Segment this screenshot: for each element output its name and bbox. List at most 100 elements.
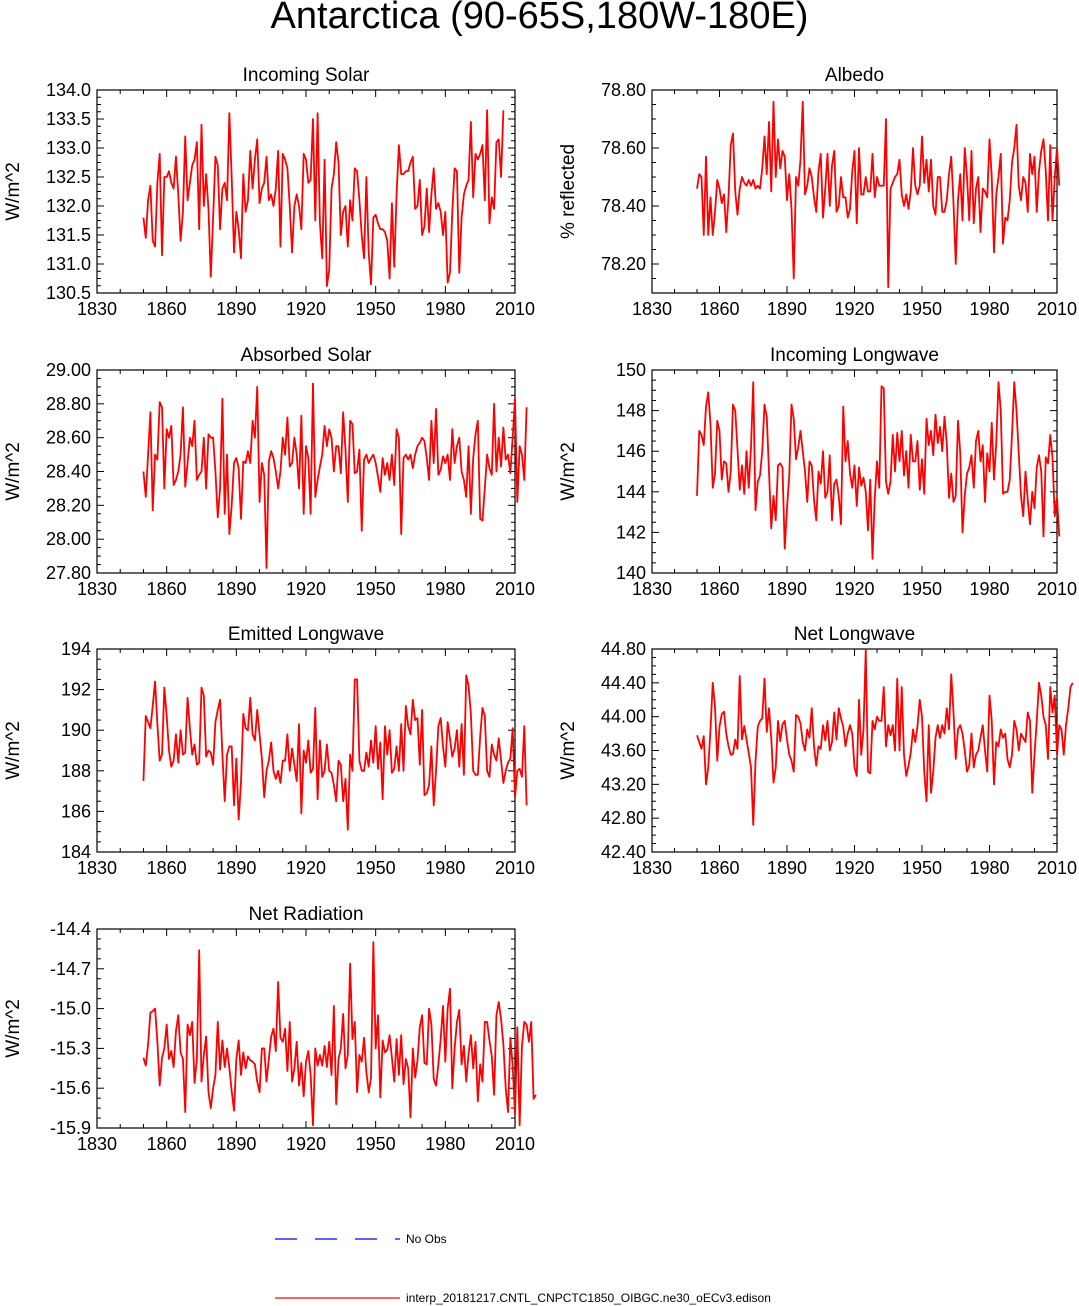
x-tick-label: 1980	[969, 858, 1009, 878]
y-tick-label: 132.0	[46, 196, 91, 216]
x-tick-label: 1980	[969, 579, 1009, 599]
panel-4: Incoming Longwave W/m^2 1830 1860 1890 1920 19…	[558, 345, 1077, 599]
panel-2: Albedo % reflected 1830 1860 1890 1920 1950 198…	[558, 65, 1077, 319]
x-tick-label: 1830	[632, 299, 672, 319]
legend: No Obs interp_20181217.CNTL_CNPCTC1850_O…	[275, 1232, 771, 1305]
x-tick-label: 2010	[495, 1134, 535, 1154]
series-line-model	[142, 674, 528, 831]
y-tick-label: 133.5	[46, 109, 91, 129]
x-tick-label: 1890	[216, 858, 256, 878]
y-tick-label: 184	[61, 842, 91, 862]
y-tick-label: 28.40	[46, 462, 91, 482]
y-tick-label: 28.60	[46, 428, 91, 448]
x-tick-label: 1950	[356, 1134, 396, 1154]
x-tick-label: 1980	[425, 579, 465, 599]
x-tick-label: 1920	[834, 299, 874, 319]
x-tick-label: 1860	[147, 299, 187, 319]
panel-title: Net Longwave	[794, 624, 915, 645]
series-line-model	[142, 382, 528, 569]
x-tick-label: 1860	[699, 579, 739, 599]
series-line-model	[696, 648, 1074, 826]
page-title: Antarctica (90-65S,180W-180E)	[270, 0, 809, 37]
series-line-model	[696, 381, 1061, 560]
y-tick-label: 44.00	[601, 707, 646, 727]
y-tick-label: 186	[61, 801, 91, 821]
y-tick-label: 42.40	[601, 842, 646, 862]
y-tick-label: 132.5	[46, 167, 91, 187]
x-tick-label: 1860	[147, 579, 187, 599]
x-tick-label: 1950	[356, 858, 396, 878]
x-tick-label: 1890	[767, 579, 807, 599]
x-tick-label: 1860	[699, 858, 739, 878]
y-tick-label: 190	[61, 720, 91, 740]
x-tick-label: 1860	[147, 1134, 187, 1154]
y-tick-label: 28.80	[46, 394, 91, 414]
series-line-model	[142, 109, 505, 287]
plot-frame	[96, 928, 516, 1129]
x-tick-label: 1920	[834, 858, 874, 878]
legend-model-label: interp_20181217.CNTL_CNPCTC1850_OIBGC.ne…	[406, 1291, 771, 1305]
y-tick-label: 134.0	[46, 80, 91, 100]
y-axis-label: W/m^2	[3, 162, 24, 221]
y-tick-label: 78.60	[601, 138, 646, 158]
y-axis-label: W/m^2	[3, 721, 24, 780]
panel-title: Absorbed Solar	[241, 345, 373, 366]
x-tick-label: 1950	[902, 579, 942, 599]
y-tick-label: 44.40	[601, 673, 646, 693]
panel-7: Net Radiation W/m^2 1830 1860 1890 1920 1950 19…	[3, 904, 537, 1154]
x-tick-label: 1860	[147, 858, 187, 878]
x-tick-label: 1830	[77, 1134, 117, 1154]
x-tick-label: 1830	[77, 299, 117, 319]
x-tick-label: 1920	[286, 858, 326, 878]
x-tick-label: 1980	[425, 299, 465, 319]
y-tick-label: 28.00	[46, 529, 91, 549]
y-tick-label: 192	[61, 680, 91, 700]
x-tick-label: 1950	[356, 579, 396, 599]
x-tick-label: 1830	[632, 858, 672, 878]
y-tick-label: 42.80	[601, 808, 646, 828]
y-tick-label: 78.80	[601, 80, 646, 100]
panel-title: Incoming Longwave	[770, 345, 939, 366]
x-tick-label: 2010	[495, 579, 535, 599]
x-tick-label: 1980	[425, 858, 465, 878]
y-tick-label: 43.20	[601, 774, 646, 794]
x-tick-label: 1950	[902, 299, 942, 319]
x-tick-label: 1830	[632, 579, 672, 599]
panel-title: Net Radiation	[248, 904, 363, 925]
panel-title: Incoming Solar	[243, 65, 370, 86]
x-tick-label: 1950	[356, 299, 396, 319]
series-line-model	[696, 100, 1061, 289]
x-tick-label: 1920	[834, 579, 874, 599]
y-tick-label: -15.6	[50, 1078, 91, 1098]
x-tick-label: 2010	[1037, 299, 1077, 319]
y-tick-label: 78.40	[601, 196, 646, 216]
y-tick-label: 140	[616, 563, 646, 583]
x-tick-label: 1920	[286, 1134, 326, 1154]
y-tick-label: 150	[616, 360, 646, 380]
y-tick-label: 148	[616, 401, 646, 421]
x-tick-label: 1950	[902, 858, 942, 878]
y-tick-label: -14.7	[50, 959, 91, 979]
y-tick-label: 144	[616, 482, 646, 502]
x-tick-label: 1890	[767, 858, 807, 878]
x-tick-label: 1890	[767, 299, 807, 319]
panel-5: Emitted Longwave W/m^2 1830 1860 1890 1920 195…	[3, 624, 535, 878]
x-tick-label: 2010	[1037, 579, 1077, 599]
y-tick-label: -14.4	[50, 919, 91, 939]
y-tick-label: 28.20	[46, 495, 91, 515]
y-tick-label: 131.0	[46, 254, 91, 274]
y-axis-label: W/m^2	[558, 442, 579, 501]
x-tick-label: 1890	[216, 299, 256, 319]
panel-3: Absorbed Solar W/m^2 1830 1860 1890 1920 1950 1…	[3, 345, 535, 599]
y-tick-label: 29.00	[46, 360, 91, 380]
x-tick-label: 1890	[216, 579, 256, 599]
panel-1: Incoming Solar W/m^2 1830 1860 1890 1920 1950 1…	[3, 65, 535, 319]
series-line-model	[142, 941, 537, 1127]
y-tick-label: 133.0	[46, 138, 91, 158]
x-tick-label: 1830	[77, 858, 117, 878]
legend-obs-label: No Obs	[406, 1232, 447, 1246]
x-tick-label: 1890	[216, 1134, 256, 1154]
y-tick-label: 194	[61, 639, 91, 659]
y-tick-label: 146	[616, 441, 646, 461]
